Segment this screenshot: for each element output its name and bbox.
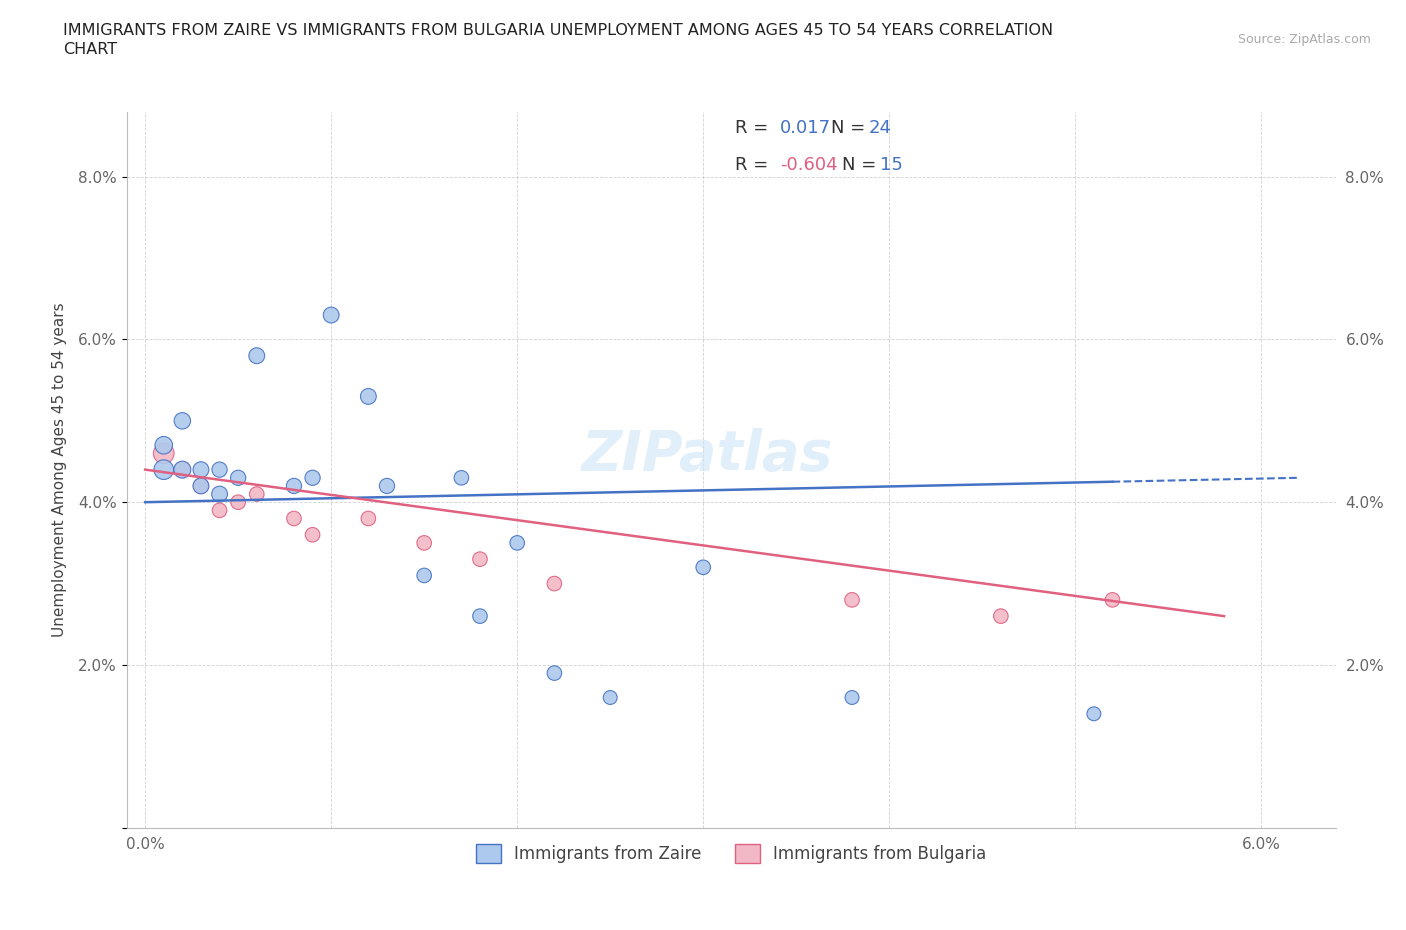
Point xyxy=(321,308,343,323)
Point xyxy=(468,609,491,624)
Text: IMMIGRANTS FROM ZAIRE VS IMMIGRANTS FROM BULGARIA UNEMPLOYMENT AMONG AGES 45 TO : IMMIGRANTS FROM ZAIRE VS IMMIGRANTS FROM… xyxy=(63,23,1053,38)
Point xyxy=(190,462,212,477)
Text: Source: ZipAtlas.com: Source: ZipAtlas.com xyxy=(1237,33,1371,46)
Point xyxy=(599,690,621,705)
Point xyxy=(841,592,863,607)
Y-axis label: Unemployment Among Ages 45 to 54 years: Unemployment Among Ages 45 to 54 years xyxy=(52,302,67,637)
Point xyxy=(152,462,174,477)
Point xyxy=(226,495,249,510)
Point xyxy=(246,348,269,363)
Text: 0.017: 0.017 xyxy=(780,119,831,137)
Point xyxy=(375,478,398,493)
Point xyxy=(190,478,212,493)
Text: -0.604: -0.604 xyxy=(780,156,838,174)
Point xyxy=(692,560,714,575)
Point xyxy=(990,609,1012,624)
Point xyxy=(543,576,565,591)
Point xyxy=(172,462,194,477)
Point xyxy=(301,527,323,542)
Text: ZIPatlas: ZIPatlas xyxy=(581,429,832,483)
Point xyxy=(246,486,269,501)
Point xyxy=(543,666,565,681)
Point xyxy=(283,512,305,526)
Point xyxy=(172,462,194,477)
Point xyxy=(506,536,529,551)
Point xyxy=(208,462,231,477)
Text: R =: R = xyxy=(735,156,775,174)
Text: CHART: CHART xyxy=(63,42,117,57)
Point xyxy=(152,445,174,460)
Point xyxy=(450,471,472,485)
Point xyxy=(1083,707,1105,722)
Text: R =: R = xyxy=(735,119,775,137)
Point xyxy=(283,478,305,493)
Point xyxy=(172,413,194,428)
Point xyxy=(208,503,231,518)
Point xyxy=(190,478,212,493)
Point xyxy=(468,551,491,566)
Text: 15: 15 xyxy=(880,156,903,174)
Text: N =: N = xyxy=(842,156,882,174)
Point xyxy=(1101,592,1123,607)
Point xyxy=(413,536,436,551)
Point xyxy=(841,690,863,705)
Point xyxy=(301,471,323,485)
Text: N =: N = xyxy=(831,119,870,137)
Legend: Immigrants from Zaire, Immigrants from Bulgaria: Immigrants from Zaire, Immigrants from B… xyxy=(470,837,993,870)
Point xyxy=(357,389,380,404)
Point xyxy=(208,486,231,501)
Text: 24: 24 xyxy=(869,119,891,137)
Point xyxy=(152,438,174,453)
Point xyxy=(413,568,436,583)
Point xyxy=(226,471,249,485)
Point xyxy=(357,512,380,526)
